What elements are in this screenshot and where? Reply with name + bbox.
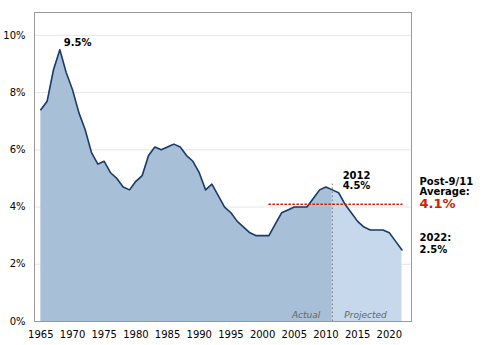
svg-text:10%: 10% [3, 30, 25, 41]
svg-text:2005: 2005 [282, 329, 307, 340]
svg-text:Projected: Projected [344, 310, 387, 320]
svg-text:4%: 4% [10, 201, 26, 212]
svg-text:4.1%: 4.1% [420, 196, 456, 211]
svg-text:20124.5%: 20124.5% [343, 170, 371, 191]
svg-text:1965: 1965 [28, 329, 53, 340]
svg-text:2%: 2% [10, 258, 26, 269]
svg-text:1990: 1990 [187, 329, 212, 340]
svg-text:2022:: 2022: [420, 232, 452, 243]
svg-text:2010: 2010 [313, 329, 338, 340]
svg-text:2.5%: 2.5% [420, 244, 448, 255]
svg-text:1970: 1970 [60, 329, 85, 340]
svg-text:2020: 2020 [377, 329, 402, 340]
svg-text:1975: 1975 [91, 329, 116, 340]
svg-text:Post-9/11Average:: Post-9/11Average: [420, 176, 474, 197]
svg-text:1995: 1995 [218, 329, 243, 340]
svg-text:1980: 1980 [123, 329, 148, 340]
svg-text:Actual: Actual [291, 310, 321, 320]
svg-text:2015: 2015 [345, 329, 370, 340]
svg-text:2000: 2000 [250, 329, 275, 340]
svg-text:8%: 8% [10, 87, 26, 98]
svg-text:1985: 1985 [155, 329, 180, 340]
svg-text:9.5%: 9.5% [64, 37, 92, 48]
svg-text:0%: 0% [10, 316, 26, 327]
svg-text:6%: 6% [10, 144, 26, 155]
